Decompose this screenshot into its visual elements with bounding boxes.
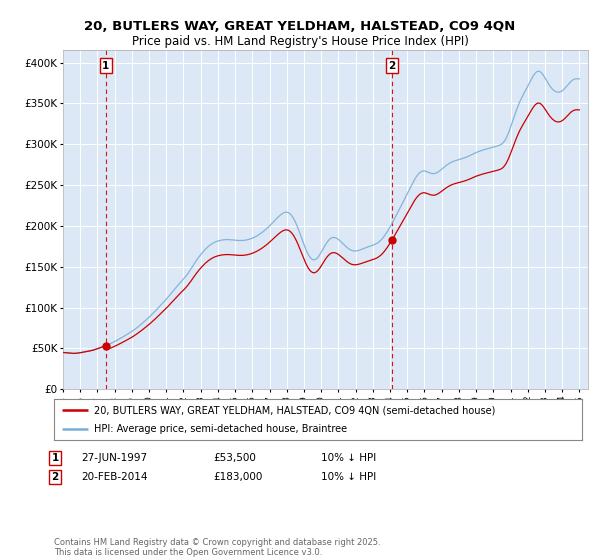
Text: 10% ↓ HPI: 10% ↓ HPI [321,472,376,482]
Text: 20-FEB-2014: 20-FEB-2014 [81,472,148,482]
Text: HPI: Average price, semi-detached house, Braintree: HPI: Average price, semi-detached house,… [94,424,347,433]
Text: Contains HM Land Registry data © Crown copyright and database right 2025.
This d: Contains HM Land Registry data © Crown c… [54,538,380,557]
Text: 1: 1 [102,60,109,71]
Text: £53,500: £53,500 [213,453,256,463]
Text: 1: 1 [52,453,59,463]
Text: 10% ↓ HPI: 10% ↓ HPI [321,453,376,463]
Text: 20, BUTLERS WAY, GREAT YELDHAM, HALSTEAD, CO9 4QN (semi-detached house): 20, BUTLERS WAY, GREAT YELDHAM, HALSTEAD… [94,405,495,415]
Text: Price paid vs. HM Land Registry's House Price Index (HPI): Price paid vs. HM Land Registry's House … [131,35,469,48]
Text: 27-JUN-1997: 27-JUN-1997 [81,453,147,463]
Text: 2: 2 [388,60,396,71]
Text: 2: 2 [52,472,59,482]
Text: 20, BUTLERS WAY, GREAT YELDHAM, HALSTEAD, CO9 4QN: 20, BUTLERS WAY, GREAT YELDHAM, HALSTEAD… [85,20,515,32]
Text: £183,000: £183,000 [213,472,262,482]
